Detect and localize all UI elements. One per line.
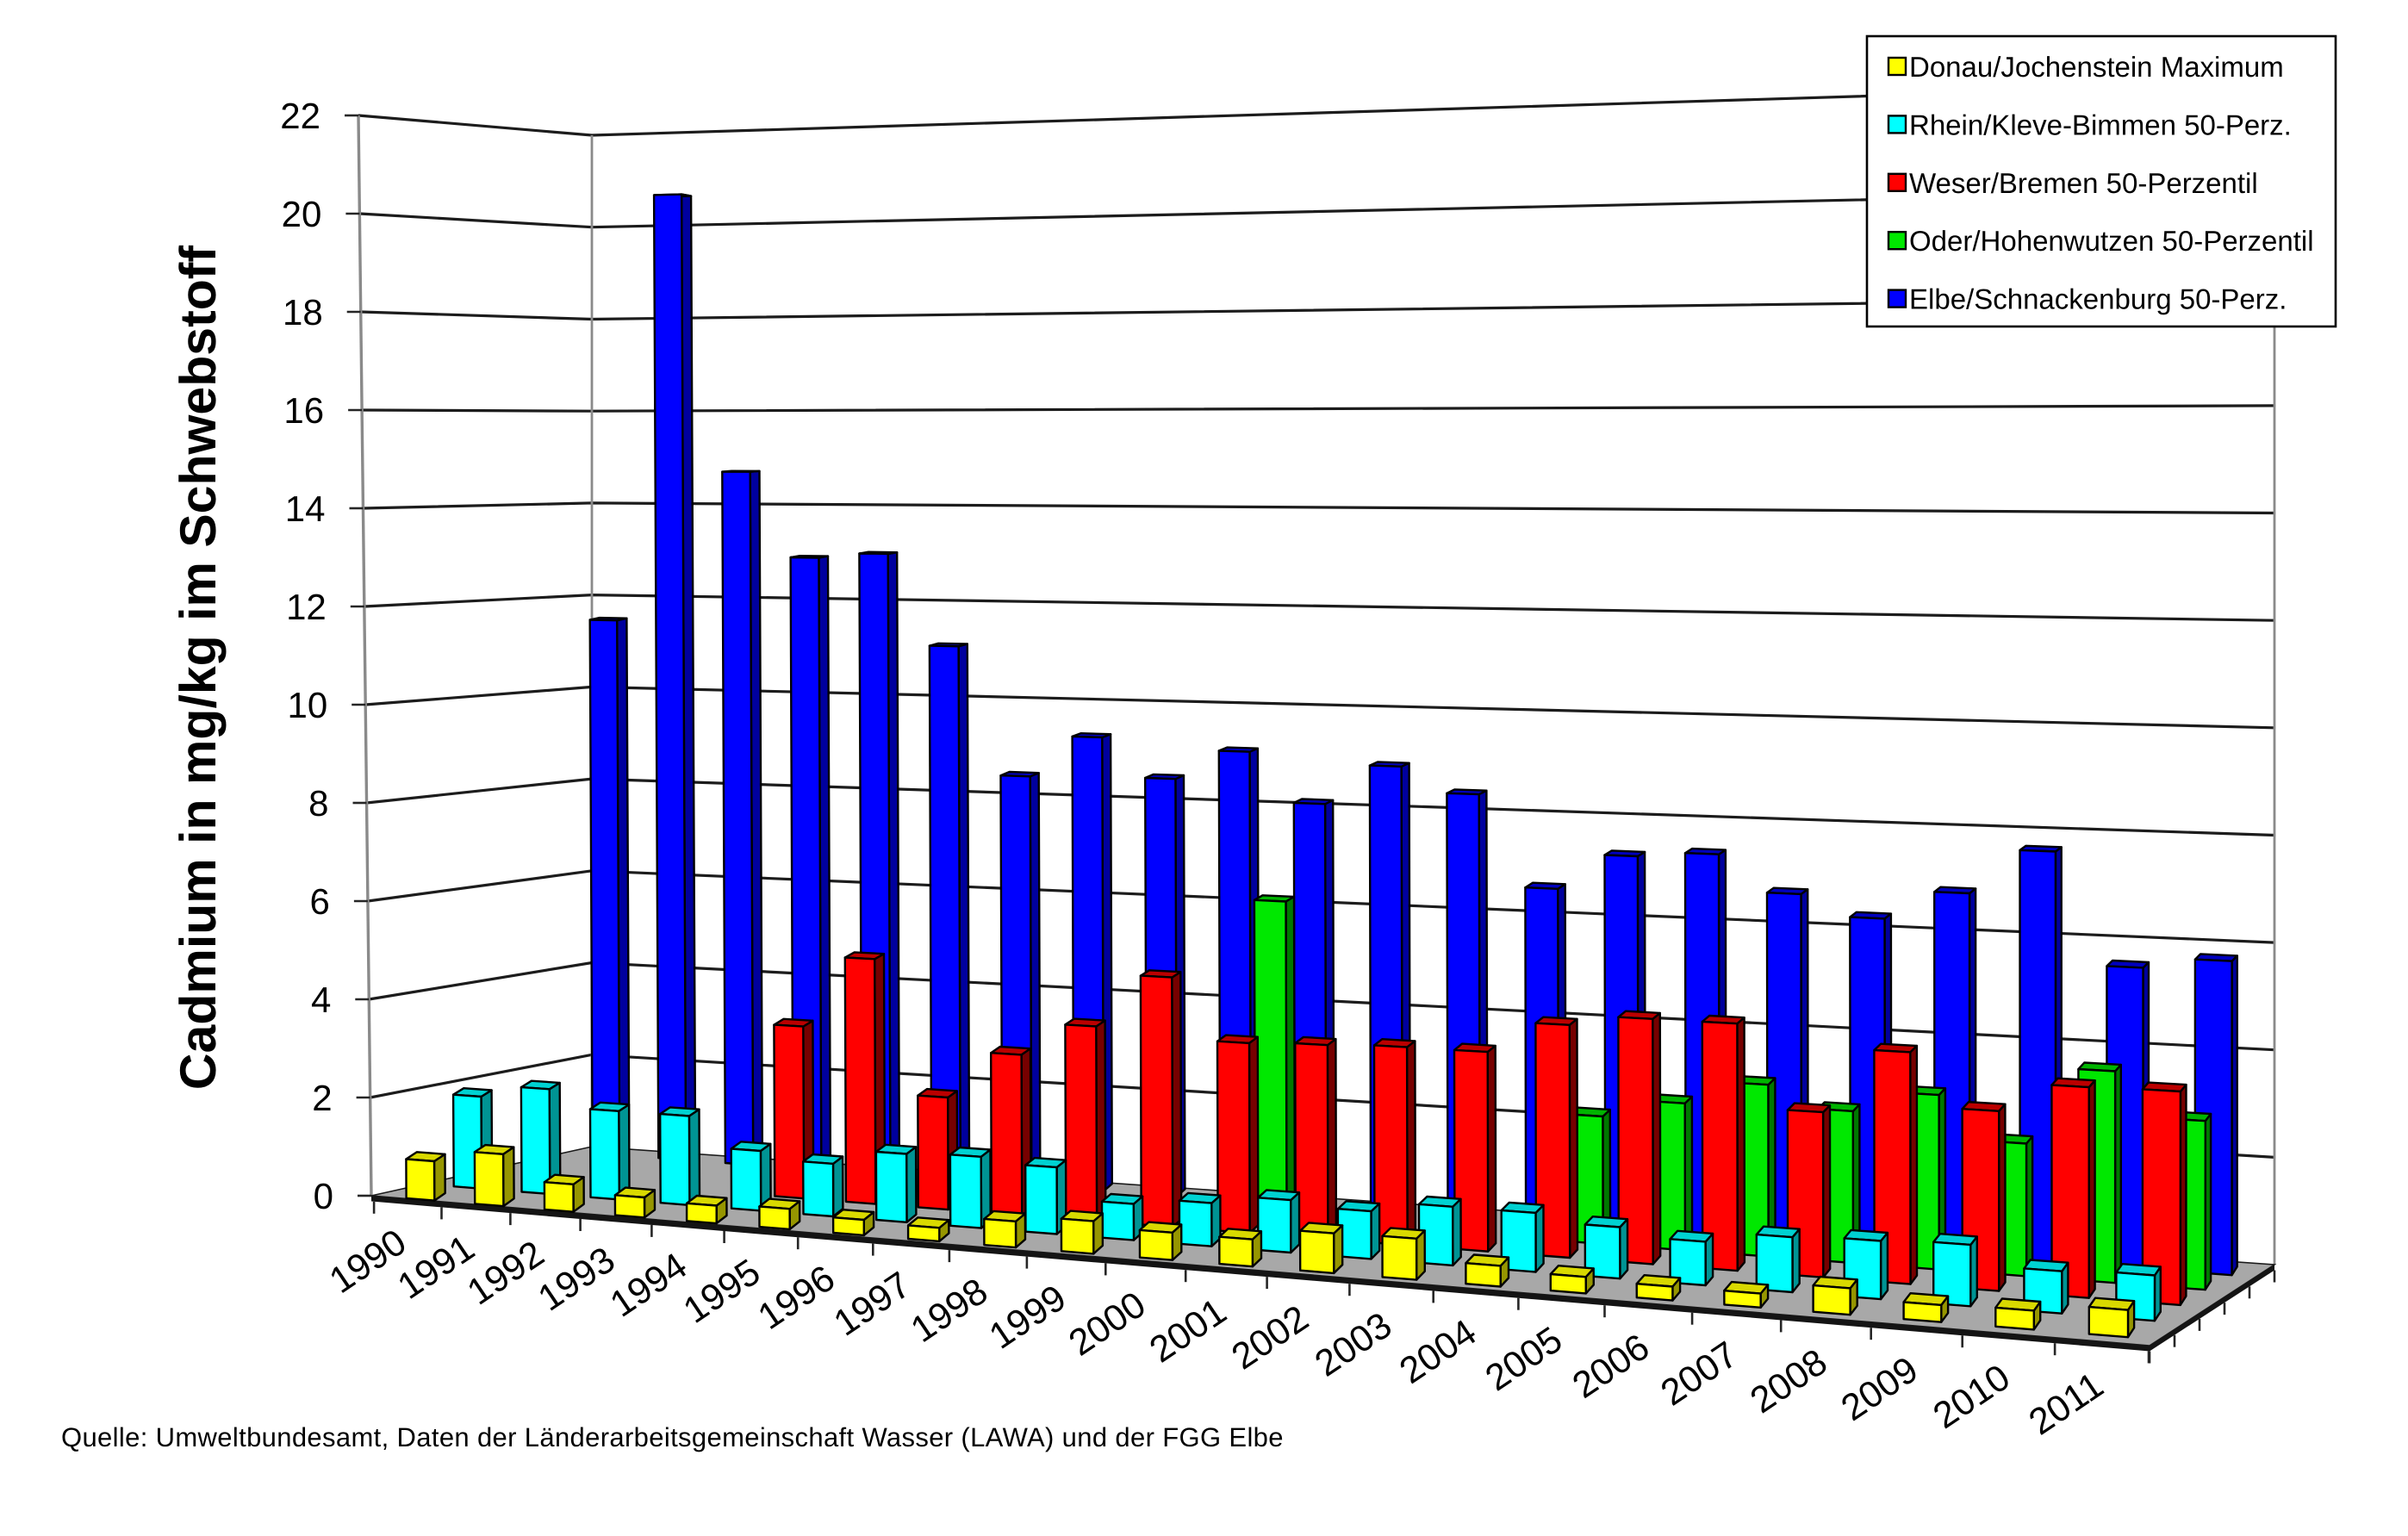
svg-text:20: 20 [282, 194, 322, 234]
svg-text:4: 4 [311, 979, 331, 1020]
svg-text:Elbe/Schnackenburg 50-Perz.: Elbe/Schnackenburg 50-Perz. [1909, 283, 2287, 315]
svg-text:18: 18 [283, 292, 323, 333]
svg-text:14: 14 [285, 488, 326, 529]
svg-text:Quelle: Umweltbundesamt, Daten: Quelle: Umweltbundesamt, Daten der Lände… [61, 1422, 1284, 1452]
svg-text:Cadmium in mg/kg im Schwebstof: Cadmium in mg/kg im Schwebstoff [170, 246, 227, 1091]
svg-text:Donau/Jochenstein Maximum: Donau/Jochenstein Maximum [1909, 51, 2284, 83]
svg-text:Oder/Hohenwutzen 50-Perzentil: Oder/Hohenwutzen 50-Perzentil [1909, 225, 2314, 257]
svg-text:2: 2 [312, 1078, 332, 1118]
svg-text:12: 12 [286, 587, 327, 627]
svg-text:10: 10 [287, 685, 327, 725]
svg-text:Weser/Bremen 50-Perzentil: Weser/Bremen 50-Perzentil [1909, 167, 2258, 199]
svg-text:0: 0 [314, 1176, 333, 1216]
svg-text:16: 16 [283, 390, 324, 431]
svg-text:Rhein/Kleve-Bimmen 50-Perz.: Rhein/Kleve-Bimmen 50-Perz. [1909, 109, 2292, 140]
svg-text:6: 6 [310, 881, 330, 922]
svg-text:8: 8 [308, 783, 328, 824]
svg-text:22: 22 [280, 96, 320, 136]
